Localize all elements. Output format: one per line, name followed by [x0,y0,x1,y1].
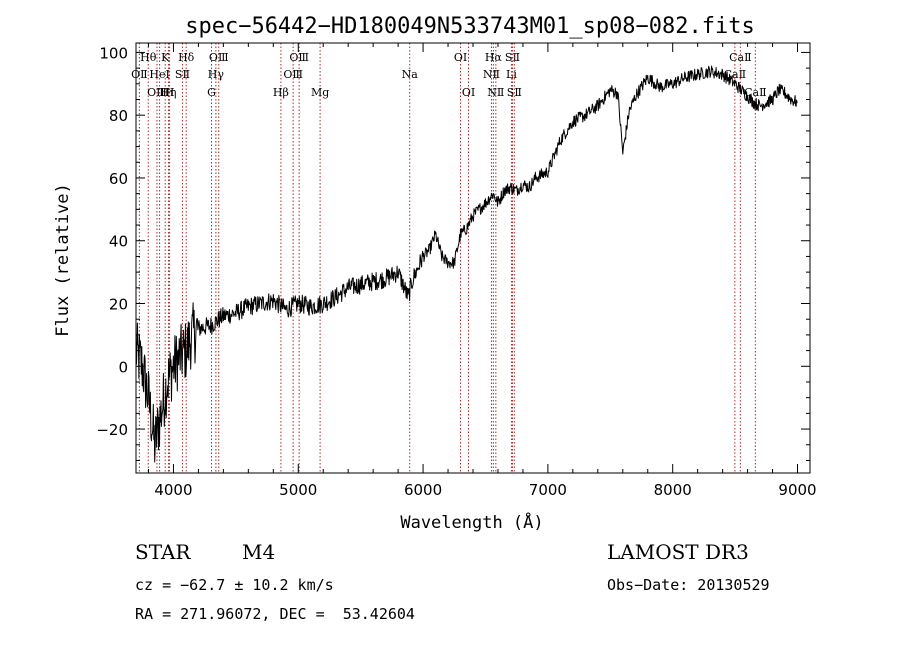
spectral-subclass: M4 [242,540,276,564]
marker-label-7: SⅡ [175,68,190,81]
x-tick-label-4: 8000 [654,481,692,499]
emission-line-markers: OⅡHθOⅢHeⅠKHηHSⅡHδGHγOⅢHβOⅢOⅢMgNaOⅠOⅠNⅡHα… [131,43,767,473]
marker-label-14: OⅢ [289,51,309,64]
marker-label-8: Hδ [178,51,195,64]
marker-label-6: H [165,86,175,99]
survey-name: LAMOST DR3 [607,540,749,564]
y-tick-label-5: 80 [109,107,128,125]
series-line-spectrum [135,65,798,463]
plot-axes: 4000 5000 6000 7000 8000 9000 −20 0 20 40 60 80 100 [96,42,817,499]
marker-label-23: SⅡ [505,51,520,64]
marker-label-24: SⅡ [507,86,522,99]
marker-label-0: OⅡ [131,68,148,81]
y-tick-label-3: 40 [109,233,128,251]
marker-label-20: Hα [485,51,503,64]
marker-label-12: Hβ [273,86,289,99]
marker-label-18: OⅠ [462,86,475,99]
x-tick-label-5: 9000 [778,481,816,499]
marker-label-26: CaⅡ [729,51,751,64]
marker-label-22: Li [506,68,517,81]
marker-label-19: NⅡ [483,68,500,81]
observation-date: Obs−Date: 20130529 [607,576,770,594]
marker-label-4: K [161,51,170,64]
marker-label-1: Hθ [140,51,157,64]
y-tick-label-1: 0 [118,358,128,376]
y-tick-label-6: 100 [99,44,128,62]
x-tick-label-2: 6000 [404,481,442,499]
coordinates: RA = 271.96072, DEC = 53.42604 [135,605,415,623]
marker-label-10: Hγ [208,68,225,81]
spectrum-series [135,65,798,463]
marker-label-17: OⅠ [454,51,467,64]
redshift-cz: cz = −62.7 ± 10.2 km/s [135,576,334,594]
chart-title: spec−56442−HD180049N533743M01_sp08−082.f… [185,14,755,39]
marker-label-16: Na [402,68,419,81]
marker-label-2: OⅢ [147,86,167,99]
object-class: STAR [135,540,191,564]
plot-frame [135,42,811,474]
y-axis-label: Flux (relative) [53,183,73,337]
y-tick-label-4: 60 [109,170,128,188]
x-tick-label-0: 4000 [154,481,192,499]
x-axis-label: Wavelength (Å) [400,511,543,533]
marker-label-11: OⅢ [209,51,229,64]
y-tick-label-2: 20 [109,296,128,314]
marker-label-13: OⅢ [283,68,303,81]
y-tick-label-0: −20 [96,421,128,439]
marker-label-9: G [207,86,216,99]
marker-label-5: Hη [160,86,176,99]
x-tick-label-1: 5000 [279,481,317,499]
marker-label-15: Mg [311,86,329,99]
x-tick-label-3: 7000 [529,481,567,499]
marker-label-3: HeⅠ [149,68,169,81]
marker-label-21: NⅡ [487,86,504,99]
